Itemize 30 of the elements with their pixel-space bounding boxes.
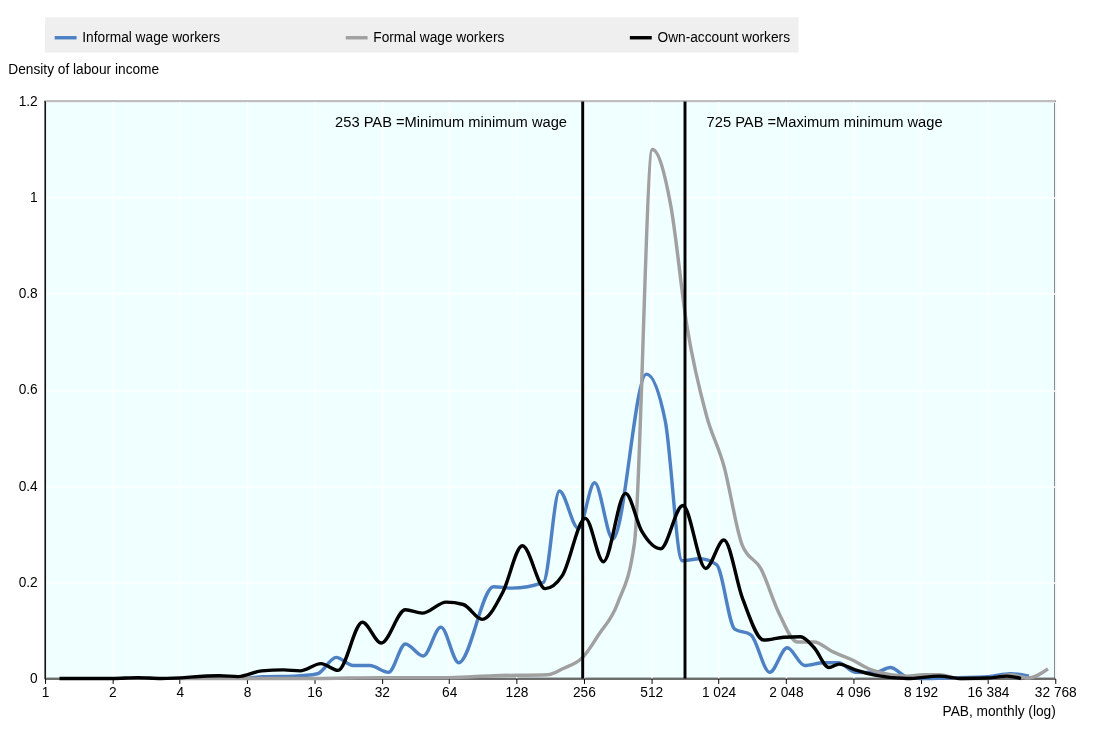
y-tick-label: 0.4 xyxy=(18,478,39,494)
legend-label: Own-account workers xyxy=(657,29,791,45)
x-tick-label: 2 048 xyxy=(769,684,804,700)
x-tick-label: 1 024 xyxy=(701,684,737,700)
x-tick-label: 4 xyxy=(176,684,185,700)
x-tick-label: 512 xyxy=(640,684,664,700)
y-tick-label: 0.8 xyxy=(18,286,39,302)
legend-label: Informal wage workers xyxy=(82,29,221,45)
x-tick-label: 32 768 xyxy=(1034,684,1078,700)
x-tick-label: 1 xyxy=(41,684,50,700)
x-tick-label: 8 xyxy=(243,684,252,700)
ref-line-label: 725 PAB =Maximum minimum wage xyxy=(706,113,943,130)
x-tick-label: 32 xyxy=(374,684,390,700)
y-tick-label: 0 xyxy=(30,670,39,686)
x-tick-label: 4 096 xyxy=(836,684,872,700)
x-tick-label: 2 xyxy=(109,684,117,700)
ref-line-label: 253 PAB =Minimum minimum wage xyxy=(335,113,568,130)
x-tick-label: 128 xyxy=(505,684,529,700)
x-axis-title: PAB, monthly (log) xyxy=(942,704,1056,720)
y-tick-label: 0.2 xyxy=(18,574,38,590)
y-axis-title: Density of labour income xyxy=(8,61,160,77)
x-tick-label: 256 xyxy=(572,684,597,700)
x-tick-label: 16 384 xyxy=(967,684,1010,700)
x-tick-label: 16 xyxy=(307,684,323,700)
y-tick-label: 0.6 xyxy=(18,382,39,398)
y-tick-label: 1 xyxy=(30,190,38,206)
x-tick-label: 8 192 xyxy=(903,684,939,700)
y-tick-label: 1.2 xyxy=(18,93,38,109)
x-tick-label: 64 xyxy=(442,684,458,700)
legend-label: Formal wage workers xyxy=(373,29,505,45)
